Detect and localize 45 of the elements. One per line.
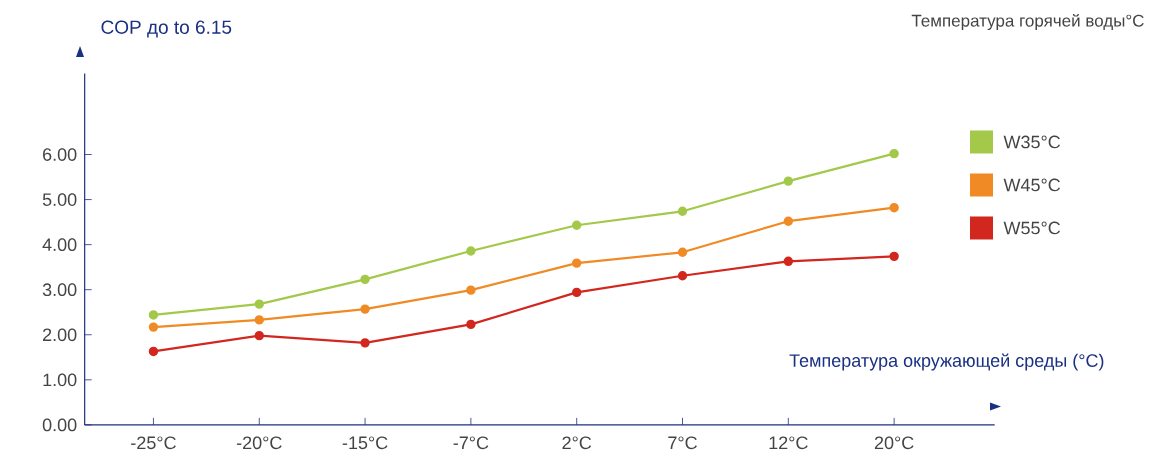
point	[360, 304, 370, 314]
y-tick-label: 6.00	[43, 147, 77, 161]
point	[677, 247, 688, 257]
point	[466, 319, 476, 329]
x-tick-label: -20°C	[236, 436, 282, 449]
point	[889, 251, 899, 261]
y-tick-label: 5.00	[42, 192, 77, 206]
point	[254, 314, 264, 325]
point	[783, 256, 794, 266]
point	[148, 310, 159, 320]
legend-label: W35°C	[1003, 135, 1061, 149]
point	[148, 322, 159, 332]
y-tick-label: 3.00	[42, 283, 77, 296]
point	[889, 202, 899, 213]
x-tick-label: 7°C	[668, 436, 697, 449]
y-axis-title: COP до to 6.15	[101, 20, 232, 38]
point	[783, 176, 794, 186]
point	[360, 337, 370, 348]
point	[783, 216, 794, 226]
x-tick-label: 12°C	[769, 436, 808, 449]
x-tick-label: -15°C	[342, 436, 388, 449]
point	[148, 346, 159, 356]
y-tick-label: 0.00	[42, 418, 77, 432]
point	[677, 206, 688, 216]
x-tick-label: -7°C	[453, 436, 489, 449]
point	[466, 246, 476, 256]
point	[571, 220, 582, 230]
y-tick-label: 2.00	[43, 328, 77, 341]
x-tick-label: 2°C	[562, 436, 592, 449]
point	[677, 270, 688, 281]
point	[889, 148, 899, 159]
x-axis-title: Температура окружающей среды (°C)	[789, 353, 1104, 371]
y-tick-label: 4.00	[42, 238, 77, 251]
legend-label: W55°C	[1003, 221, 1061, 235]
point	[360, 274, 370, 284]
legend-label: W45°C	[1003, 178, 1061, 192]
point	[254, 330, 264, 341]
y-tick-label: 1.00	[43, 373, 77, 386]
chart-title: Температура горячей воды°C	[911, 13, 1144, 30]
point	[466, 285, 476, 295]
x-tick-label: -25°C	[131, 436, 176, 449]
point	[571, 258, 582, 268]
point	[254, 299, 264, 309]
point	[571, 287, 582, 297]
x-tick-label: 20°C	[874, 436, 914, 449]
